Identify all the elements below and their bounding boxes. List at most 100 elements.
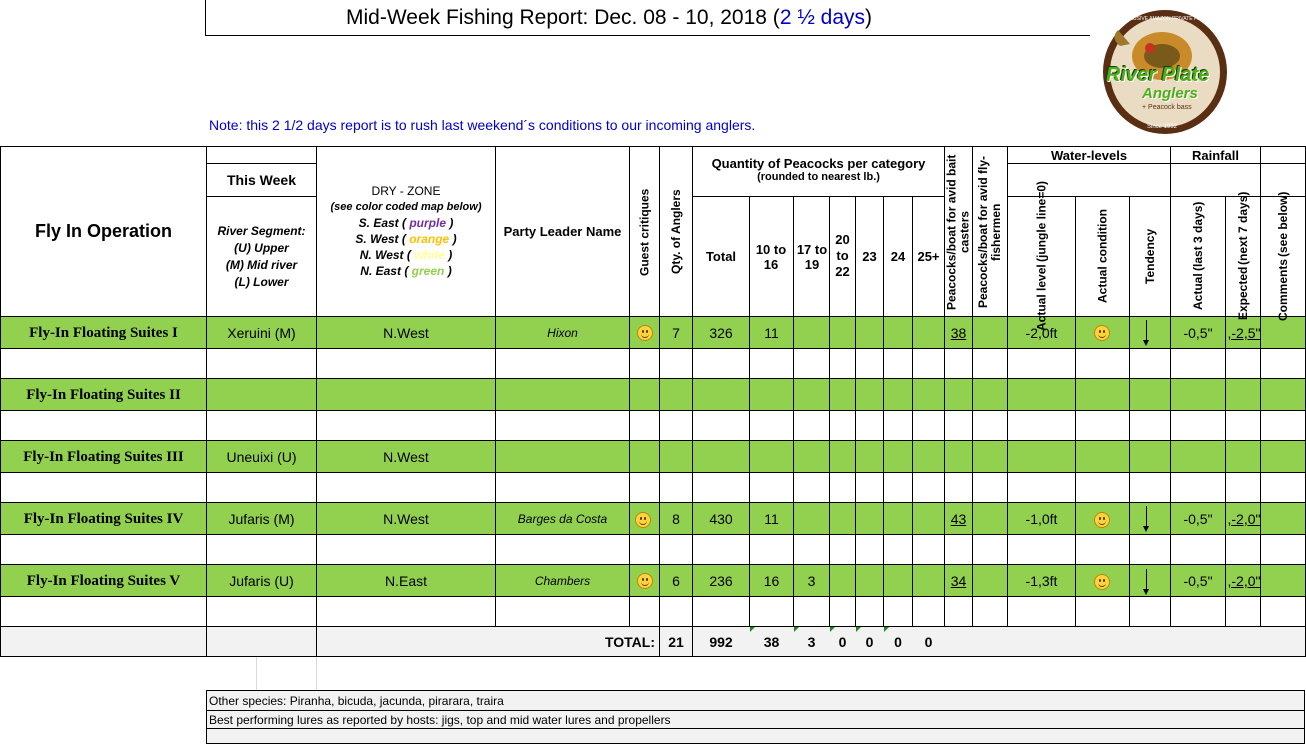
report-note: Note: this 2 1/2 days report is to rush … — [209, 117, 756, 133]
jungle-line-label: (jungle line=0) — [1034, 181, 1049, 263]
totals-c17: 3 — [807, 633, 816, 650]
zone-se-color: purple — [409, 216, 447, 230]
footer-box — [206, 690, 1305, 744]
row-5-name: Fly-In Floating Suites V — [26, 572, 181, 589]
header-river-segment: River Segment: (U) Upper (M) Mid river (… — [207, 223, 316, 291]
logo-since: Since 1992 — [1147, 124, 1178, 130]
totals-c25: 0 — [924, 633, 933, 650]
report-title-close: ) — [865, 6, 873, 29]
report-title-main: Mid-Week Fishing Report: Dec. 08 - 10, 2… — [346, 6, 780, 29]
row-3-zone: N.West — [383, 449, 429, 465]
totals-total: 992 — [709, 633, 733, 650]
cell-marker — [794, 627, 799, 632]
row-5-segment: Jufaris (U) — [229, 573, 294, 589]
comments-label: Comments — [1276, 258, 1290, 321]
totals-row-bg — [1, 627, 1305, 656]
segment-line-2: (M) Mid river — [225, 258, 298, 272]
header-water-levels: Water-levels — [1050, 147, 1128, 163]
row-4-expected: ,-2,0" — [1227, 511, 1261, 527]
header-dry-zone: DRY - ZONE (see color coded map below) S… — [317, 183, 495, 279]
row-1-rain: -0,5" — [1183, 325, 1213, 341]
row-4-total: 430 — [709, 511, 733, 527]
header-guest-critiques: Guest critiques — [637, 188, 652, 276]
row-4-bait: 43 — [950, 511, 967, 527]
row-2-name: Fly-In Floating Suites II — [26, 386, 181, 403]
row-5-expected: ,-2,0" — [1227, 573, 1261, 589]
row-4-leader: Barges da Costa — [517, 512, 608, 526]
row-1-c10: 11 — [764, 325, 779, 341]
header-rainfall: Rainfall — [1192, 147, 1239, 163]
header-20: 20 — [835, 232, 850, 247]
row-1-total: 326 — [709, 325, 733, 341]
segment-line-3: (L) Lower — [234, 275, 289, 289]
row-4-zone: N.West — [383, 511, 429, 527]
header-comments: Comments (see below) — [1261, 191, 1305, 320]
header-23: 23 — [862, 249, 877, 264]
zone-ne-close: ) — [447, 264, 452, 278]
zone-sw-color: orange — [409, 232, 450, 246]
row-4-level: -1,0ft — [1025, 511, 1058, 527]
row-5-tendency-down-arrow-icon — [1143, 569, 1149, 595]
header-this-week: This Week — [227, 172, 296, 188]
footer-lures: Best performing lures as reported by hos… — [209, 713, 671, 727]
row-1-tendency-down-arrow-icon — [1143, 320, 1149, 346]
next-7-days-label: (next 7 days) — [1236, 191, 1250, 265]
header-expected-rain: Expected (next 7 days) — [1226, 192, 1260, 321]
totals-c23: 0 — [865, 633, 874, 650]
row-1-condition-smiley-icon — [1094, 325, 1110, 341]
row-1-segment: Xeruini (M) — [227, 325, 296, 341]
logo-sub: + Peacock bass — [1142, 104, 1192, 111]
zone-sw-close: ) — [452, 232, 457, 246]
footer-species: Other species: Piranha, bicuda, jacunda,… — [209, 694, 504, 708]
header-tendency: Tendency — [1143, 228, 1157, 284]
quantity-rounded: (rounded to nearest lb.) — [757, 171, 880, 183]
header-bait-casters: Peacocks/boat for avid bait casters — [944, 154, 972, 310]
row-5-c17: 3 — [807, 573, 816, 589]
totals-c20: 0 — [838, 633, 847, 650]
header-20-to-22: 20 to 22 — [830, 232, 855, 280]
row-1-bait: 38 — [950, 325, 967, 341]
see-below-label: (see below) — [1276, 191, 1290, 257]
totals-c10: 38 — [763, 633, 780, 650]
row-5-c10: 16 — [763, 573, 780, 589]
totals-c24: 0 — [894, 633, 902, 650]
row-1-name: Fly-In Floating Suites I — [29, 324, 178, 341]
header-actual-rain: Actual (last 3 days) — [1171, 198, 1225, 314]
header-actual-level: Actual level (jungle line=0) — [1008, 181, 1075, 331]
header-24: 24 — [890, 249, 906, 264]
header-17-to-19: 17 to 19 — [796, 241, 828, 272]
header-fly-in-operation: Fly In Operation — [34, 221, 172, 241]
header-total: Total — [705, 249, 737, 264]
segment-line-0: River Segment: — [217, 224, 306, 238]
row-5-rain: -0,5" — [1183, 573, 1213, 589]
zone-ne-label: N. East ( — [360, 264, 409, 278]
row-1-level: -2,0ft — [1025, 325, 1058, 341]
row-5-total: 236 — [709, 573, 733, 589]
row-4-c10: 11 — [764, 511, 779, 527]
zone-ne: N. East ( green ) — [317, 263, 495, 279]
zone-nw: N. West ( white ) — [317, 247, 495, 263]
row-1-zone: N.West — [383, 325, 429, 341]
last-3-days-label: (last 3 days) — [1191, 201, 1205, 272]
header-to: to — [836, 248, 849, 263]
actual-rain-label: Actual — [1191, 273, 1205, 311]
header-quantity: Quantity of Peacocks per category (round… — [693, 156, 944, 183]
logo-brand-1: River Plate — [1106, 64, 1210, 86]
expected-label: Expected — [1236, 267, 1250, 321]
zone-nw-close: ) — [448, 248, 453, 262]
row-1-expected: ,-2,5" — [1227, 325, 1261, 341]
row-5-bait: 34 — [950, 573, 967, 589]
row-4-tendency-down-arrow-icon — [1143, 506, 1149, 532]
dry-zone-title: DRY - ZONE — [371, 184, 441, 198]
cell-marker — [884, 627, 889, 632]
row-3-segment: Uneuixi (U) — [226, 449, 297, 465]
row-5-condition-smiley-icon — [1094, 574, 1110, 590]
quantity-title: Quantity of Peacocks per category — [711, 156, 926, 171]
zone-sw-label: S. West ( — [355, 232, 406, 246]
zone-ne-color: green — [411, 264, 445, 278]
logo-brand-2: Anglers — [1142, 85, 1198, 102]
row-4-rain: -0,5" — [1183, 511, 1213, 527]
row-5-qty: 6 — [672, 573, 680, 589]
zone-se-label: S. East ( — [358, 216, 406, 230]
report-title: Mid-Week Fishing Report: Dec. 08 - 10, 2… — [346, 6, 872, 30]
